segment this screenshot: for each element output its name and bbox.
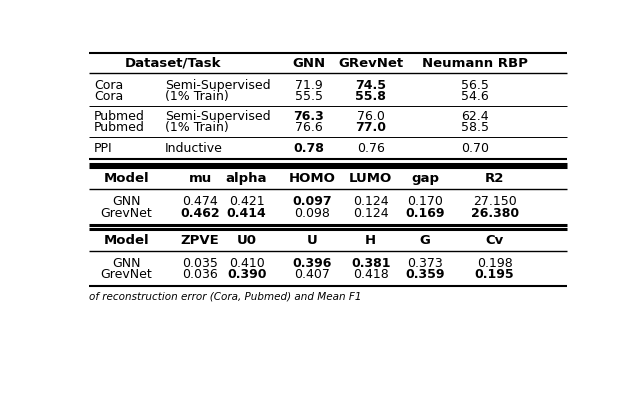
Text: 0.035: 0.035 [182,257,218,270]
Text: Pubmed: Pubmed [94,121,145,134]
Text: 55.5: 55.5 [294,90,323,104]
Text: GrevNet: GrevNet [100,207,152,220]
Text: GNN: GNN [292,57,325,69]
Text: 0.359: 0.359 [405,268,445,281]
Text: GrevNet: GrevNet [100,268,152,281]
Text: GNN: GNN [112,257,141,270]
Text: (1% Train): (1% Train) [165,90,229,104]
Text: LUMO: LUMO [349,172,392,185]
Text: of reconstruction error (Cora, Pubmed) and Mean F1: of reconstruction error (Cora, Pubmed) a… [90,291,362,301]
Text: 55.8: 55.8 [355,90,386,104]
Text: 0.70: 0.70 [461,142,489,155]
Text: G: G [419,234,430,247]
Text: 74.5: 74.5 [355,79,386,92]
Text: 0.76: 0.76 [356,142,385,155]
Text: 71.9: 71.9 [295,79,323,92]
Text: Semi-Supervised: Semi-Supervised [165,79,271,92]
Text: 0.407: 0.407 [294,268,330,281]
Text: 0.462: 0.462 [180,207,220,220]
Text: (1% Train): (1% Train) [165,121,229,134]
Text: 26.380: 26.380 [470,207,518,220]
Text: GRevNet: GRevNet [338,57,403,69]
Text: 0.195: 0.195 [475,268,515,281]
Text: gap: gap [411,172,439,185]
Text: 0.410: 0.410 [228,257,264,270]
Text: 76.3: 76.3 [293,110,324,124]
Text: 0.414: 0.414 [227,207,266,220]
Text: 0.373: 0.373 [407,257,443,270]
Text: PPI: PPI [94,142,113,155]
Text: 0.124: 0.124 [353,195,388,208]
Text: 0.169: 0.169 [405,207,445,220]
Text: 0.381: 0.381 [351,257,390,270]
Text: 0.198: 0.198 [477,257,513,270]
Text: 0.124: 0.124 [353,207,388,220]
Text: Model: Model [104,234,149,247]
Text: 62.4: 62.4 [461,110,489,124]
Text: Pubmed: Pubmed [94,110,145,124]
Text: Cora: Cora [94,90,123,104]
Text: 27.150: 27.150 [473,195,516,208]
Text: alpha: alpha [226,172,268,185]
Text: Model: Model [104,172,149,185]
Text: HOMO: HOMO [289,172,336,185]
Text: mu: mu [189,172,212,185]
Text: Dataset/Task: Dataset/Task [125,57,221,69]
Text: 77.0: 77.0 [355,121,386,134]
Text: 0.78: 0.78 [293,142,324,155]
Text: H: H [365,234,376,247]
Text: 0.098: 0.098 [294,207,330,220]
Text: Inductive: Inductive [165,142,223,155]
Text: Cv: Cv [486,234,504,247]
Text: 0.421: 0.421 [229,195,264,208]
Text: 0.396: 0.396 [293,257,332,270]
Text: 0.170: 0.170 [407,195,443,208]
Text: Semi-Supervised: Semi-Supervised [165,110,271,124]
Text: 0.097: 0.097 [292,195,332,208]
Text: GNN: GNN [112,195,141,208]
Text: 58.5: 58.5 [461,121,489,134]
Text: U0: U0 [237,234,257,247]
Text: 76.6: 76.6 [295,121,323,134]
Text: U: U [307,234,318,247]
Text: ZPVE: ZPVE [180,234,220,247]
Text: 0.036: 0.036 [182,268,218,281]
Text: R2: R2 [485,172,504,185]
Text: 0.474: 0.474 [182,195,218,208]
Text: 0.390: 0.390 [227,268,266,281]
Text: 56.5: 56.5 [461,79,489,92]
Text: 54.6: 54.6 [461,90,489,104]
Text: 0.418: 0.418 [353,268,388,281]
Text: 76.0: 76.0 [356,110,385,124]
Text: Neumann RBP: Neumann RBP [422,57,528,69]
Text: Cora: Cora [94,79,123,92]
